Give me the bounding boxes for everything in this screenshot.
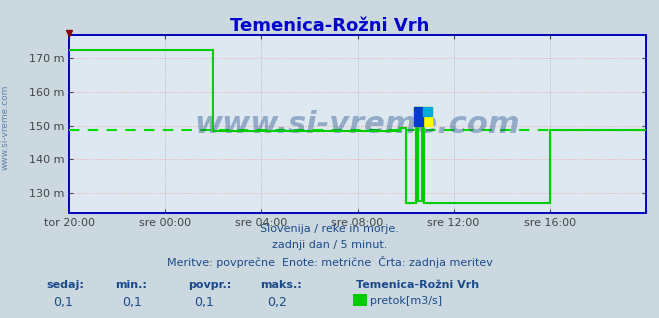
Text: 0,1: 0,1 [194, 296, 214, 309]
Text: Temenica-Rožni Vrh: Temenica-Rožni Vrh [356, 280, 479, 290]
Text: Temenica-Rožni Vrh: Temenica-Rožni Vrh [230, 17, 429, 36]
Text: pretok[m3/s]: pretok[m3/s] [370, 296, 442, 306]
Text: www.si-vreme.com: www.si-vreme.com [1, 85, 10, 170]
Bar [414, 107, 432, 126]
Text: 0,1: 0,1 [122, 296, 142, 309]
Text: 0,2: 0,2 [267, 296, 287, 309]
Text: min.:: min.: [115, 280, 147, 290]
Text: Slovenija / reke in morje.: Slovenija / reke in morje. [260, 224, 399, 234]
Bar [414, 107, 422, 126]
Text: zadnji dan / 5 minut.: zadnji dan / 5 minut. [272, 240, 387, 250]
Text: 0,1: 0,1 [53, 296, 72, 309]
Text: maks.:: maks.: [260, 280, 302, 290]
Text: sedaj:: sedaj: [46, 280, 84, 290]
Bar [422, 107, 432, 116]
Text: Meritve: povprečne  Enote: metrične  Črta: zadnja meritev: Meritve: povprečne Enote: metrične Črta:… [167, 256, 492, 268]
Text: povpr.:: povpr.: [188, 280, 231, 290]
Text: www.si-vreme.com: www.si-vreme.com [194, 109, 521, 139]
